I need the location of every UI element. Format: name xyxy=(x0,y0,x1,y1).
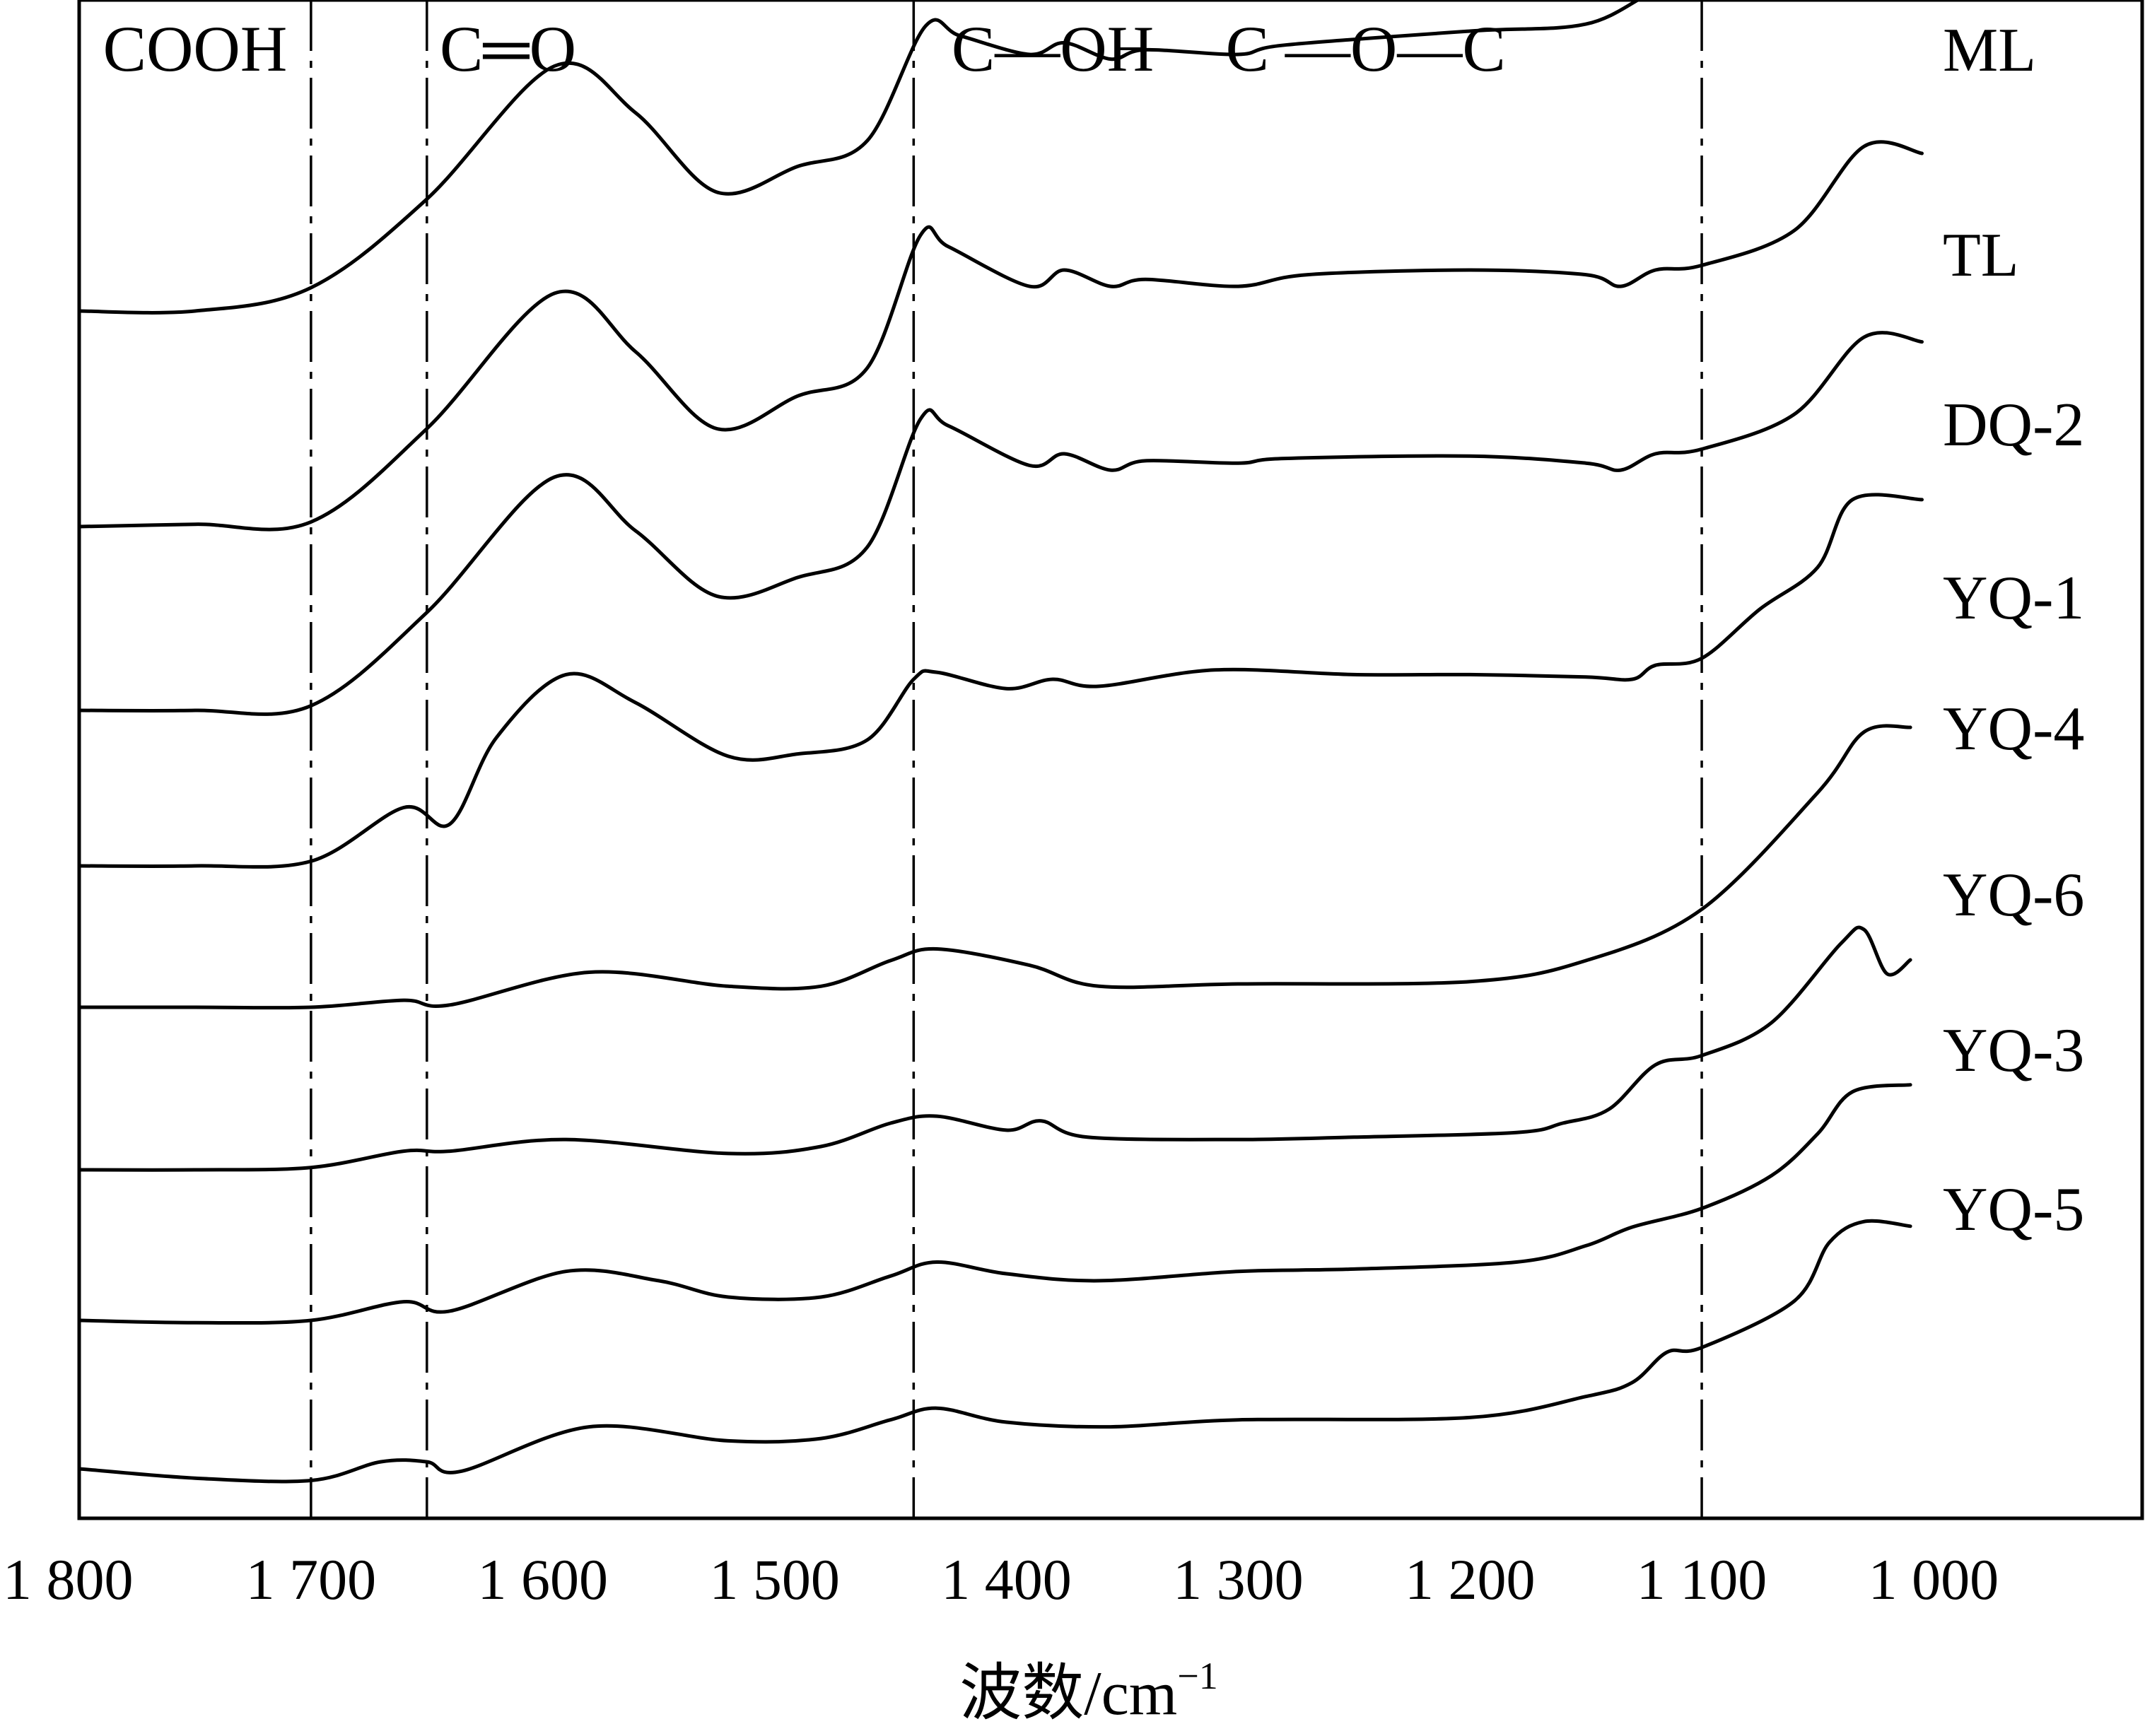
series-label-yq-5: YQ-5 xyxy=(1943,1175,2084,1244)
series-line-ml xyxy=(77,0,1642,315)
x-tick-label-1400: 1 400 xyxy=(941,1547,1072,1612)
spectra-curves xyxy=(77,0,1924,1484)
x-tick-label-1300: 1 300 xyxy=(1173,1547,1304,1612)
band-label-cooh: COOH xyxy=(103,13,288,85)
series-label-yq-4: YQ-4 xyxy=(1943,695,2084,763)
x-axis-label-superscript: −1 xyxy=(1177,1655,1217,1697)
series-label-yq-1: YQ-1 xyxy=(1943,564,2084,633)
x-axis-label-main: 波数/cm xyxy=(959,1660,1177,1728)
series-label-ml: ML xyxy=(1943,16,2036,85)
x-axis-label: 波数/cm−1 xyxy=(959,1655,1217,1728)
series-line-tl xyxy=(77,140,1924,532)
x-axis-ticks: 1 800 1 700 1 600 1 500 1 400 1 300 1 200 1 100… xyxy=(3,1547,1999,1612)
series-label-yq-6: YQ-6 xyxy=(1943,861,2084,929)
plot-frame xyxy=(77,0,2144,1520)
series-line-yq-1 xyxy=(77,493,1924,869)
x-tick-label-1800: 1 800 xyxy=(3,1547,134,1612)
series-labels: ML TL DQ-2 YQ-1 YQ-4 YQ-6 YQ-3 YQ-5 xyxy=(1943,16,2084,1244)
series-label-yq-3: YQ-3 xyxy=(1943,1016,2084,1085)
x-tick-label-1600: 1 600 xyxy=(477,1547,608,1612)
band-label-hydroxyl: C—OH xyxy=(952,13,1154,85)
x-tick-label-1500: 1 500 xyxy=(709,1547,840,1612)
series-line-yq-5 xyxy=(77,1219,1912,1484)
band-labels: COOH C═O C—OH C —O—C xyxy=(103,13,1506,85)
x-tick-label-1100: 1 100 xyxy=(1637,1547,1767,1612)
x-tick-label-1700: 1 700 xyxy=(246,1547,377,1612)
series-label-dq-2: DQ-2 xyxy=(1943,391,2084,459)
series-label-tl: TL xyxy=(1943,221,2019,290)
band-label-carbonyl: C═O xyxy=(440,13,576,85)
series-line-yq-4 xyxy=(77,724,1912,1010)
x-tick-label-1200: 1 200 xyxy=(1405,1547,1536,1612)
series-line-yq-6 xyxy=(77,925,1912,1172)
series-line-yq-3 xyxy=(77,1083,1912,1325)
band-label-ether: C —O—C xyxy=(1226,13,1506,85)
x-tick-label-1000: 1 000 xyxy=(1869,1547,1999,1612)
series-line-dq-2 xyxy=(77,331,1924,716)
reference-lines xyxy=(310,0,1703,1518)
